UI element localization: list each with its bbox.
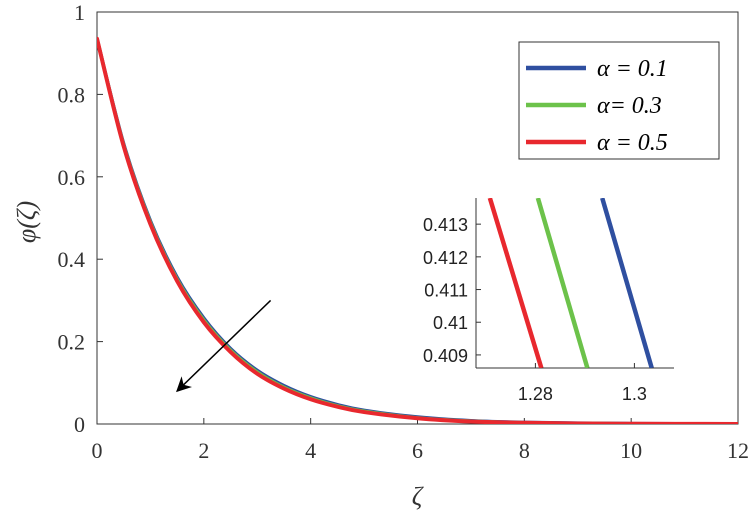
x-tick-label: 6 <box>412 438 423 463</box>
legend-label-1: α = 0.1 <box>597 56 668 82</box>
x-tick-label: 12 <box>727 438 749 463</box>
trend-arrow <box>176 299 272 393</box>
inset-series-line-2 <box>535 198 590 368</box>
inset-y-tick-label: 0.412 <box>423 248 468 268</box>
inset-x-tick-label: 1.28 <box>518 384 553 404</box>
y-tick-label: 0.8 <box>58 82 86 107</box>
x-tick-label: 8 <box>519 438 530 463</box>
legend-label-2: α= 0.3 <box>597 93 662 119</box>
y-axis-ticks: 0 0.2 0.4 0.6 0.8 1 <box>58 0 103 437</box>
inset-y-tick-label: 0.409 <box>423 346 468 366</box>
y-tick-label: 0 <box>74 412 85 437</box>
x-tick-label: 4 <box>305 438 316 463</box>
x-tick-label: 2 <box>198 438 209 463</box>
x-tick-label: 10 <box>620 438 642 463</box>
inset-x-tick-label: 1.3 <box>622 384 647 404</box>
y-tick-label: 0.2 <box>58 330 86 355</box>
inset-series-line-3 <box>487 198 544 368</box>
x-axis-ticks: 0 2 4 6 8 10 12 <box>92 418 749 463</box>
y-tick-label: 0.4 <box>58 247 86 272</box>
legend-label-3: α = 0.5 <box>597 130 668 156</box>
inset-x-ticks: 1.28 1.3 <box>518 363 647 404</box>
inset-frame <box>476 198 674 368</box>
inset-series-line-1 <box>600 198 654 368</box>
legend: α = 0.1 α= 0.3 α = 0.5 <box>518 41 720 160</box>
inset-y-ticks: 0.413 0.412 0.411 0.41 0.409 <box>423 215 481 366</box>
x-tick-label: 0 <box>92 438 103 463</box>
inset-zoom-plot: 1.28 1.3 0.413 0.412 0.411 0.41 0.409 <box>423 198 674 404</box>
inset-y-tick-label: 0.41 <box>433 313 468 333</box>
series-line-3 <box>97 36 738 424</box>
inset-series-lines <box>487 198 654 368</box>
inset-y-tick-label: 0.413 <box>423 215 468 235</box>
legend-items: α = 0.1 α= 0.3 α = 0.5 <box>526 56 668 156</box>
y-tick-label: 1 <box>74 0 85 25</box>
x-axis-label: ζ <box>412 482 424 511</box>
series-lines <box>97 36 738 424</box>
y-axis-label: φ(ζ) <box>12 201 41 243</box>
legend-box <box>518 41 720 160</box>
y-tick-label: 0.6 <box>58 165 86 190</box>
inset-y-tick-label: 0.411 <box>424 281 468 301</box>
